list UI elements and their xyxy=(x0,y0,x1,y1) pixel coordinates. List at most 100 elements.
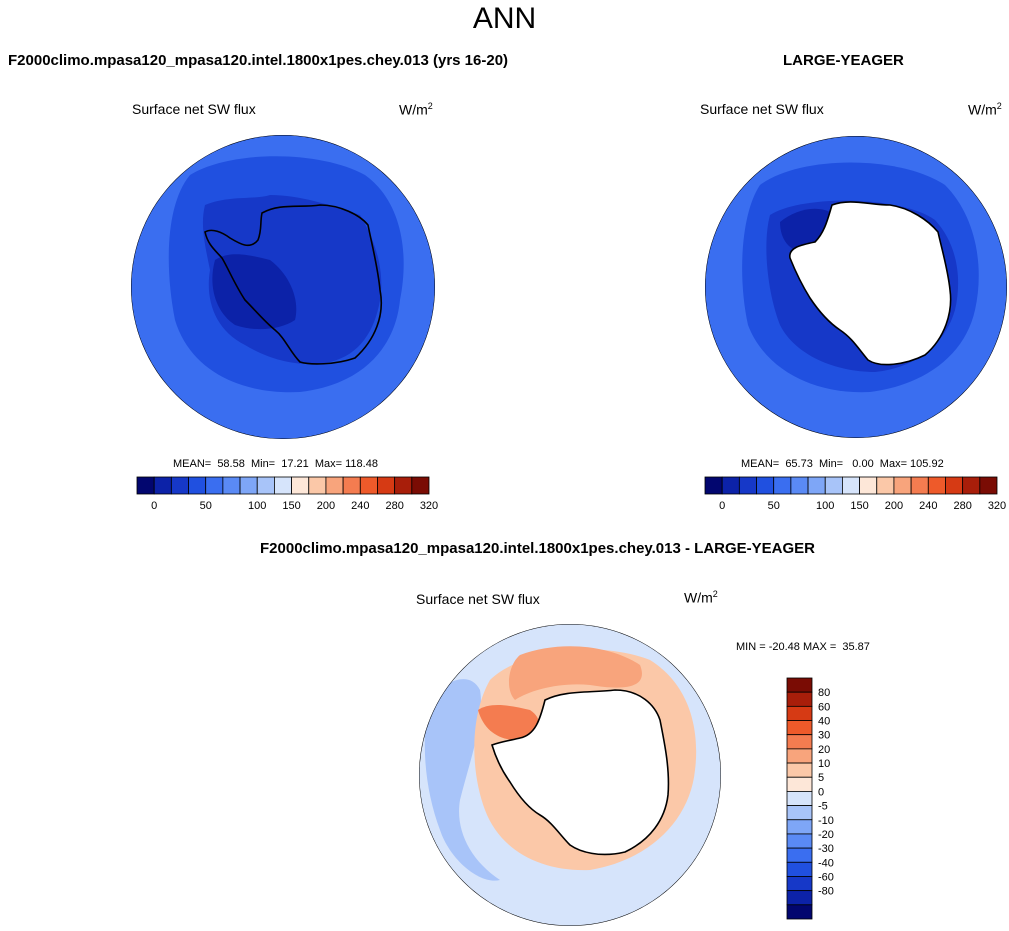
panel3-heading: F2000climo.mpasa120_mpasa120.intel.1800x… xyxy=(260,540,816,557)
colorbar-diff-tick-label: -30 xyxy=(818,843,834,855)
colorbar-model-tick-label: 320 xyxy=(420,500,438,512)
colorbar-model-tick-label: 0 xyxy=(151,500,157,512)
colorbar-diff-tick-label: 60 xyxy=(818,701,830,713)
colorbar-obs-swatch xyxy=(945,476,964,495)
colorbar-obs-swatch xyxy=(876,476,895,495)
colorbar-diff-swatch xyxy=(786,776,813,792)
colorbar-model-swatch xyxy=(188,476,207,495)
colorbar-obs-swatch xyxy=(773,476,792,495)
colorbar-obs-tick-label: 100 xyxy=(816,500,834,512)
colorbar-diff-tick-label: 80 xyxy=(818,687,830,699)
colorbar-diff-swatch xyxy=(786,691,813,707)
panel1-stats: MEAN= 58.58 Min= 17.21 Max= 118.48 xyxy=(173,458,378,470)
colorbar-model-swatch xyxy=(136,476,155,495)
colorbar-model-tick-label: 100 xyxy=(248,500,266,512)
colorbar-obs-swatch xyxy=(842,476,860,495)
colorbar-diff-swatch xyxy=(786,734,813,750)
map-model xyxy=(131,135,435,439)
colorbar-model-swatch xyxy=(291,476,310,495)
colorbar-model-swatch xyxy=(239,476,258,495)
colorbar-obs-tick-label: 0 xyxy=(719,500,725,512)
colorbar-obs: 0 50 100 150 200 240 280 320 xyxy=(704,476,1006,512)
colorbar-obs-tick-label: 320 xyxy=(988,500,1006,512)
colorbar-diff-swatch xyxy=(786,748,813,764)
colorbar-obs-swatch xyxy=(790,476,809,495)
figure-title: ANN xyxy=(472,2,537,35)
panel3-variable: Surface net SW flux xyxy=(416,591,540,607)
colorbar-diff-swatch xyxy=(786,904,813,920)
map-diff-negative-field xyxy=(424,679,500,881)
colorbar-model-tick-label: 50 xyxy=(200,500,212,512)
map-diff-continent-mask xyxy=(491,689,670,856)
panel2-variable: Surface net SW flux xyxy=(700,101,824,117)
colorbar-model-tick-label: 200 xyxy=(317,500,335,512)
colorbar-diff-tick-label: 40 xyxy=(818,716,830,728)
colorbar-diff-swatch xyxy=(786,819,813,835)
colorbar-model-swatch xyxy=(205,476,224,495)
colorbar-obs-tick-label: 240 xyxy=(919,500,937,512)
colorbar-diff-swatch xyxy=(786,805,813,821)
colorbar-diff-swatch xyxy=(786,876,813,892)
colorbar-obs-swatch xyxy=(756,476,775,495)
colorbar-model-tick-label: 280 xyxy=(385,500,403,512)
colorbar-diff-tick-label: 30 xyxy=(818,730,830,742)
panel1-units: W/m2 xyxy=(399,101,433,118)
colorbar-diff-tick-label: -40 xyxy=(818,857,834,869)
colorbar-diff-tick-label: -20 xyxy=(818,829,834,841)
map-diff-positive-high xyxy=(478,705,540,741)
colorbar-model-swatch xyxy=(308,476,327,495)
colorbar-model-swatch xyxy=(153,476,172,495)
colorbar-model-swatch xyxy=(342,476,361,495)
panel1-variable: Surface net SW flux xyxy=(132,101,256,117)
colorbar-diff-tick-label: 0 xyxy=(818,786,824,798)
colorbar-diff-swatch xyxy=(786,861,813,877)
colorbar-diff-swatch xyxy=(786,847,813,863)
colorbar-obs-swatch xyxy=(704,476,723,495)
panel2-units: W/m2 xyxy=(968,101,1002,118)
colorbar-diff-tick-label: -10 xyxy=(818,815,834,827)
map-diff xyxy=(419,624,721,926)
colorbar-model-swatch xyxy=(222,476,241,495)
colorbar-obs-swatch xyxy=(927,476,946,495)
colorbar-obs-swatch xyxy=(979,476,998,495)
colorbar-diff-swatch xyxy=(786,833,813,849)
colorbar-obs-swatch xyxy=(962,476,981,495)
colorbar-model: 0 50 100 150 200 240 280 320 xyxy=(136,476,438,512)
colorbar-diff-swatch xyxy=(786,705,813,721)
colorbar-model-swatch xyxy=(256,476,275,495)
colorbar-diff-tick-label: 20 xyxy=(818,744,830,756)
colorbar-model-swatch xyxy=(394,476,413,495)
colorbar-diff-tick-label: -60 xyxy=(818,871,834,883)
map-obs-sea-ice-mask xyxy=(789,201,952,366)
map-model-deep-field xyxy=(212,254,297,330)
map-diff-positive-mid xyxy=(508,646,642,700)
colorbar-diff-tick-label: 10 xyxy=(818,758,830,770)
colorbar-model-swatch xyxy=(359,476,378,495)
panel2-stats: MEAN= 65.73 Min= 0.00 Max= 105.92 xyxy=(741,458,944,470)
colorbar-diff-swatch xyxy=(786,762,813,778)
map-obs xyxy=(705,136,1007,438)
colorbar-model-swatch xyxy=(274,476,292,495)
colorbar-obs-tick-label: 280 xyxy=(953,500,971,512)
colorbar-diff: 80 60 40 30 20 10 5 0 -5 -10 -20 -30 -40 -60 -80 xyxy=(786,677,834,920)
colorbar-obs-tick-label: 200 xyxy=(885,500,903,512)
colorbar-obs-tick-label: 50 xyxy=(768,500,780,512)
colorbar-obs-swatch xyxy=(721,476,740,495)
colorbar-obs-swatch xyxy=(893,476,912,495)
colorbar-diff-tick-label: -5 xyxy=(818,801,828,813)
colorbar-obs-swatch xyxy=(807,476,826,495)
colorbar-obs-tick-label: 150 xyxy=(850,500,868,512)
colorbar-diff-swatch xyxy=(786,890,813,906)
colorbar-diff-tick-label: -80 xyxy=(818,886,834,898)
colorbar-model-swatch xyxy=(325,476,344,495)
colorbar-model-swatch xyxy=(170,476,189,495)
colorbar-model-tick-label: 240 xyxy=(351,500,369,512)
colorbar-diff-swatch xyxy=(786,791,813,806)
colorbar-diff-swatch xyxy=(786,677,813,693)
colorbar-diff-swatch xyxy=(786,720,813,736)
panel1-heading: F2000climo.mpasa120_mpasa120.intel.1800x… xyxy=(8,52,509,69)
colorbar-obs-swatch xyxy=(824,476,843,495)
colorbar-model-swatch xyxy=(411,476,430,495)
colorbar-model-swatch xyxy=(377,476,396,495)
